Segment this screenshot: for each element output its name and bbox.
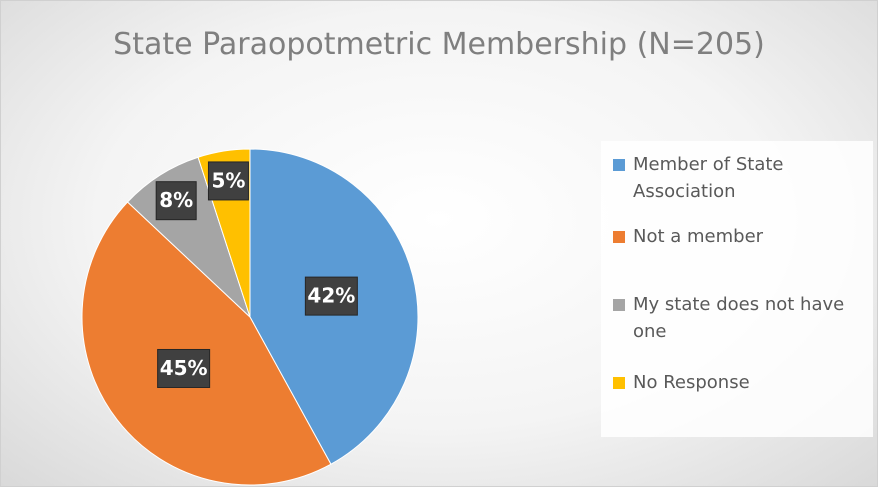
data-label: 8%	[159, 188, 193, 212]
data-label-box	[155, 181, 197, 221]
legend-entry: My state does not have one	[613, 291, 863, 345]
data-label: 5%	[211, 168, 245, 192]
data-label: 42%	[307, 284, 355, 308]
legend-entry: Member of State Association	[613, 151, 863, 205]
legend-entry: Not a member	[613, 223, 863, 250]
legend-label: No Response	[633, 372, 750, 393]
data-label-box	[304, 276, 358, 316]
chart-title: State Paraopotmetric Membership (N=205)	[113, 27, 765, 62]
data-label-box	[157, 348, 211, 388]
legend-swatch	[613, 159, 625, 171]
legend-label: My state does not have one	[633, 294, 845, 342]
legend-swatch	[613, 231, 625, 243]
legend-label: Not a member	[633, 226, 764, 247]
legend-swatch	[613, 299, 625, 311]
data-label: 45%	[160, 356, 208, 380]
legend: Member of State Association Not a member M…	[601, 141, 873, 437]
data-label-box	[207, 161, 249, 201]
legend-entry: No Response	[613, 369, 863, 396]
legend-label: Member of State Association	[633, 154, 784, 202]
pie-slice	[81, 201, 332, 486]
legend-swatch	[613, 377, 625, 389]
